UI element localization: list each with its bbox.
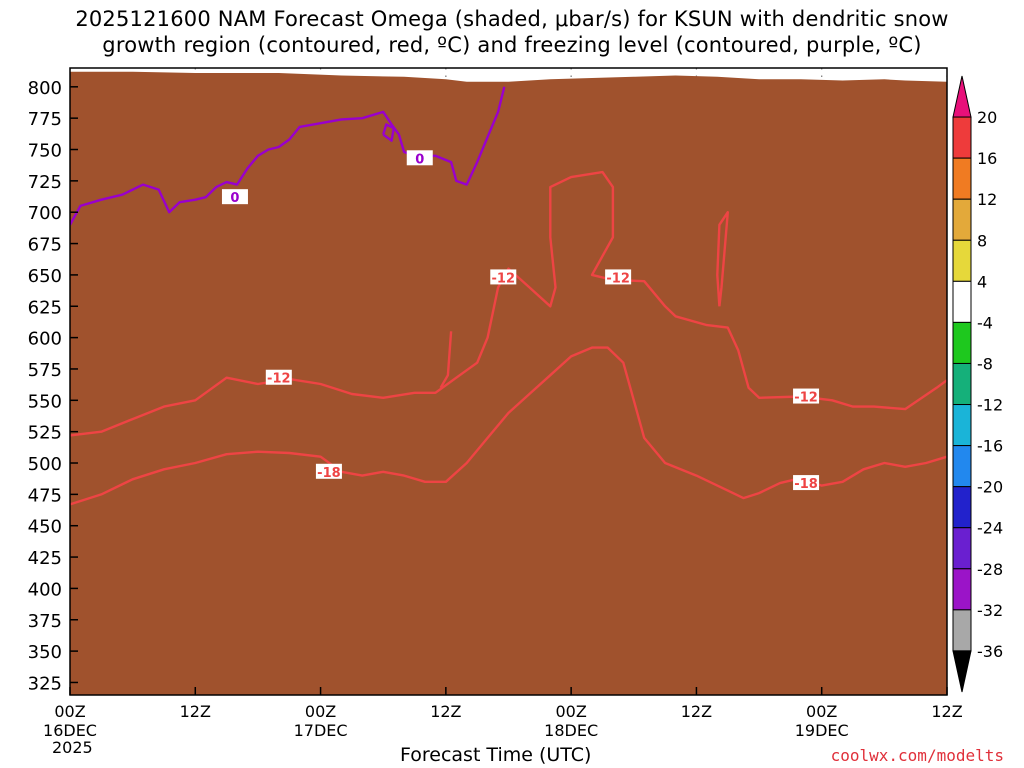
colorbar-cap-bottom (952, 650, 972, 693)
dendritic-contour-label-0: -18 (317, 466, 341, 481)
dendritic-contour-line-6 (716, 211, 729, 307)
colorbar-bin-12 (952, 568, 972, 611)
plot-area: -18 -12 -12 -12 -12 -18 0 0 (70, 68, 947, 695)
x-tick-label-0: 00Z (54, 702, 85, 721)
colorbar-bin-8 (952, 404, 972, 447)
x-tick-sublabel-72: 19DEC (795, 721, 849, 740)
y-tick-label-325: 325 (28, 673, 62, 694)
colorbar-bin-4 (952, 239, 972, 282)
dendritic-contour-label-5: -18 (794, 477, 818, 492)
y-tick-label-350: 350 (28, 642, 62, 663)
colorbar-bin-10 (952, 486, 972, 529)
dendritic-contour-label-bg-2 (490, 269, 517, 285)
x-axis-title: Forecast Time (UTC) (400, 744, 592, 766)
colorbar-label-11: -28 (977, 560, 1003, 579)
x-tick-label-36: 12Z (430, 702, 461, 721)
x-tick-sublabel-24: 17DEC (294, 721, 348, 740)
x-tick-label-24: 00Z (305, 702, 336, 721)
dendritic-contour-label-bg-1 (265, 369, 292, 385)
colorbar-label-3: 8 (977, 231, 987, 250)
y-tick-label-525: 525 (28, 423, 62, 444)
y-tick-label-775: 775 (28, 109, 62, 130)
dendritic-contour-label-3: -12 (606, 271, 630, 286)
y-tick-label-625: 625 (28, 297, 62, 318)
dendritic-contour-line-7 (439, 331, 453, 389)
y-tick-label-550: 550 (28, 391, 62, 412)
colorbar-bin-7 (952, 362, 972, 406)
dendritic-contour-line-1 (70, 170, 947, 437)
terrain-fill (70, 71, 947, 695)
y-tick-label-725: 725 (28, 172, 62, 193)
y-tick-label-700: 700 (28, 203, 62, 224)
y-tick-label-750: 750 (28, 141, 62, 162)
colorbar-label-1: 16 (977, 149, 997, 168)
x-tick-label-12: 12Z (180, 702, 211, 721)
y-tick-label-425: 425 (28, 548, 62, 569)
colorbar-bin-9 (952, 445, 972, 488)
start-year-label: 2025 (52, 738, 93, 757)
freezing-contour-label-bg-1 (406, 150, 433, 166)
x-tick-sublabel-48: 18DEC (544, 721, 598, 740)
colorbar-bin-3 (952, 198, 972, 241)
y-tick-label-450: 450 (28, 517, 62, 538)
chart-title-line1: 2025121600 NAM Forecast Omega (shaded, μ… (75, 7, 949, 31)
colorbar-label-2: 12 (977, 190, 997, 209)
dendritic-contour-label-1: -12 (267, 372, 291, 387)
y-tick-label-500: 500 (28, 454, 62, 475)
plot-frame (69, 67, 948, 696)
x-tick-label-72: 00Z (806, 702, 837, 721)
colorbar-label-7: -12 (977, 396, 1003, 415)
freezing-contour-line-0 (70, 86, 506, 226)
colorbar-label-9: -20 (977, 478, 1003, 497)
y-tick-label-675: 675 (28, 235, 62, 256)
colorbar-label-4: 4 (977, 272, 987, 291)
dendritic-contour-label-bg-5 (793, 475, 820, 491)
y-tick-label-475: 475 (28, 485, 62, 506)
x-tick-label-84: 12Z (931, 702, 962, 721)
x-tick-label-48: 00Z (555, 702, 586, 721)
y-tick-label-650: 650 (28, 266, 62, 287)
dendritic-contour-label-4: -12 (794, 391, 818, 406)
y-tick-label-800: 800 (28, 78, 62, 99)
freezing-contour-label-0: 0 (230, 191, 239, 206)
colorbar-cap-top (952, 75, 972, 118)
colorbar-label-8: -16 (977, 437, 1003, 456)
y-tick-label-600: 600 (28, 329, 62, 350)
dendritic-contour-label-2: -12 (492, 271, 516, 286)
chart-title: 2025121600 NAM Forecast Omega (shaded, μ… (0, 6, 1024, 58)
colorbar-bin-13 (952, 609, 972, 652)
freezing-contour-line-2 (382, 123, 395, 142)
dendritic-contour-label-bg-0 (315, 463, 342, 479)
freezing-contour-label-bg-0 (221, 189, 248, 205)
colorbar-label-13: -36 (977, 642, 1003, 661)
dendritic-contour-label-bg-3 (605, 269, 632, 285)
y-tick-label-375: 375 (28, 611, 62, 632)
chart-title-line2: growth region (contoured, red, ºC) and f… (102, 33, 922, 57)
colorbar-label-0: 20 (977, 108, 997, 127)
colorbar-label-6: -8 (977, 354, 993, 373)
x-tick-label-60: 12Z (681, 702, 712, 721)
x-tick-sublabel-0: 16DEC (43, 721, 97, 740)
colorbar-label-12: -32 (977, 601, 1003, 620)
colorbar-bin-2 (952, 157, 972, 200)
credit-link[interactable]: coolwx.com/modelts (830, 746, 1004, 765)
colorbar-bin-6 (952, 321, 972, 364)
colorbar-bin-1 (952, 116, 972, 159)
colorbar-bin-5 (952, 280, 972, 323)
freezing-contour-label-1: 0 (415, 152, 424, 167)
y-tick-label-575: 575 (28, 360, 62, 381)
colorbar-bin-11 (952, 527, 972, 570)
dendritic-contour-label-bg-4 (793, 388, 820, 404)
colorbar-label-10: -24 (977, 519, 1003, 538)
colorbar-label-5: -4 (977, 313, 993, 332)
y-tick-label-400: 400 (28, 579, 62, 600)
